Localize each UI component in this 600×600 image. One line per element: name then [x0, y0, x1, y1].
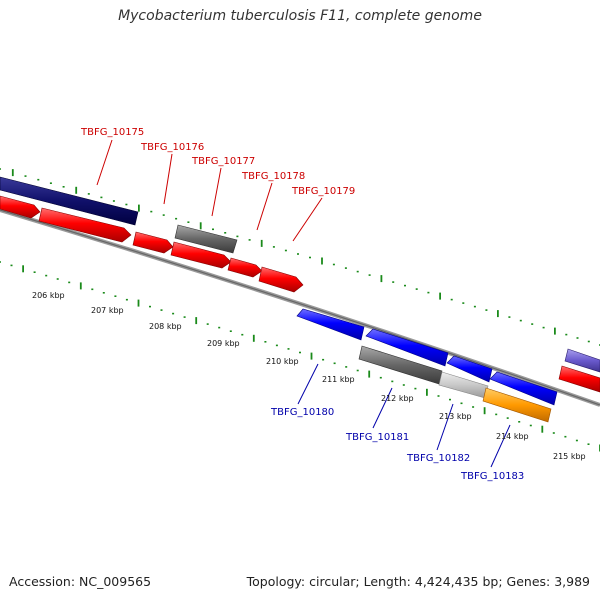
gene-arrow-purple-1 [564, 348, 600, 373]
top-strand-genes [0, 176, 600, 393]
gene-arrow-orange-1 [482, 387, 552, 423]
top-leader-lines [96, 139, 323, 242]
bottom-gene-labels: TBFG_10180 TBFG_10181 TBFG_10182 TBFG_10… [270, 407, 524, 482]
top-gene-labels: TBFG_10175 TBFG_10176 TBFG_10177 TBFG_10… [80, 127, 355, 197]
gene-arrow-blue-4 [489, 371, 558, 406]
gene-arrow-red-3 [132, 231, 174, 254]
gene-label-tbfg-10182[interactable]: TBFG_10182 [406, 453, 470, 464]
map-title: Mycobacterium tuberculosis F11, complete… [118, 8, 482, 24]
gene-label-tbfg-10177[interactable]: TBFG_10177 [191, 156, 255, 167]
kbp-label-214: 214 kbp [496, 432, 529, 441]
gene-arrow-blue-3 [446, 355, 493, 383]
gene-arrow-red-6 [258, 266, 304, 293]
kbp-label-210: 210 kbp [266, 357, 299, 366]
kbp-label-213: 213 kbp [439, 412, 472, 421]
gene-label-tbfg-10181[interactable]: TBFG_10181 [345, 432, 409, 443]
kbp-label-207: 207 kbp [91, 306, 124, 315]
gene-arrow-navy-1 [0, 176, 139, 226]
gene-arrow-blue-2 [365, 328, 449, 367]
kbp-label-208: 208 kbp [149, 322, 182, 331]
gene-label-tbfg-10178[interactable]: TBFG_10178 [241, 171, 305, 182]
backbone-outer [0, 208, 600, 407]
kbp-label-212: 212 kbp [381, 394, 414, 403]
gene-label-tbfg-10176[interactable]: TBFG_10176 [140, 142, 204, 153]
kbp-label-209: 209 kbp [207, 339, 240, 348]
bottom-leader-lines [297, 363, 511, 468]
kbp-label-211: 211 kbp [322, 375, 355, 384]
kbp-scale-labels: 206 kbp 207 kbp 208 kbp 209 kbp 210 kbp … [32, 291, 586, 461]
gene-arrow-red-4 [170, 241, 232, 269]
topology-summary: Topology: circular; Length: 4,424,435 bp… [246, 574, 590, 589]
gene-arrow-red-7 [558, 365, 600, 393]
kbp-label-215: 215 kbp [553, 452, 586, 461]
bottom-strand-genes [296, 308, 558, 423]
backbone-inner [0, 209, 600, 406]
kbp-label-206: 206 kbp [32, 291, 65, 300]
gene-label-tbfg-10179[interactable]: TBFG_10179 [291, 186, 355, 197]
gene-label-tbfg-10175[interactable]: TBFG_10175 [80, 127, 144, 138]
inner-tick-rail [0, 261, 600, 452]
gene-label-tbfg-10183[interactable]: TBFG_10183 [460, 471, 524, 482]
gene-arrow-red-2 [38, 207, 132, 243]
outer-tick-rail [0, 168, 600, 346]
gene-arrow-blue-1 [296, 308, 365, 341]
gene-arrow-red-5 [227, 257, 263, 278]
gene-label-tbfg-10180[interactable]: TBFG_10180 [270, 407, 334, 418]
gene-arrow-gray-1 [174, 224, 238, 254]
gene-arrow-red-1 [0, 195, 41, 219]
accession-text: Accession: NC_009565 [9, 574, 152, 589]
